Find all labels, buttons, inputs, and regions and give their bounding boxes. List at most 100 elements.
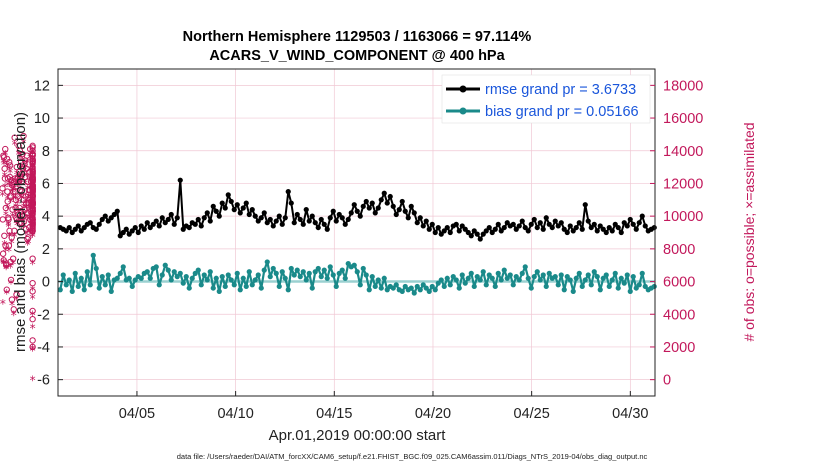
possible-obs-marker (0, 154, 8, 161)
bias-point (222, 283, 228, 290)
bias-point (612, 270, 618, 276)
bias-point (165, 267, 171, 273)
possible-obs-marker (29, 315, 36, 323)
x-tick-label: 04/15 (316, 406, 352, 422)
rmse-point (414, 220, 420, 226)
bias-point (519, 270, 525, 276)
bias-point (102, 282, 108, 288)
rmse-point (117, 233, 123, 239)
bias-point (318, 274, 324, 280)
assimilated-obs-marker: * (20, 215, 26, 229)
assimilated-obs-marker: * (14, 168, 20, 182)
rmse-point (441, 228, 447, 234)
bias-point (273, 270, 279, 276)
bias-point (192, 270, 198, 276)
bias-point (642, 283, 648, 290)
rmse-point (228, 198, 234, 205)
rmse-point (516, 223, 522, 229)
rmse-point (327, 215, 333, 221)
assimilated-obs-marker: * (30, 191, 36, 205)
bias-point (378, 285, 384, 291)
rmse-point (564, 229, 570, 236)
assimilated-obs-marker: * (10, 184, 16, 198)
bias-point (456, 285, 462, 291)
rmse-point (384, 200, 390, 206)
rmse-point (273, 218, 279, 224)
assimilated-obs-marker: * (8, 181, 14, 195)
bias-point (276, 283, 282, 290)
rmse-point (162, 220, 168, 226)
assimilated-obs-marker: * (30, 212, 36, 226)
assimilated-obs-marker: * (0, 297, 6, 311)
rmse-point (210, 203, 216, 209)
assimilated-obs-marker: * (30, 218, 36, 232)
bias-point (495, 270, 501, 276)
y-tick-label: 2 (42, 242, 50, 258)
bias-point (477, 277, 483, 283)
bias-point (87, 282, 93, 288)
bias-point (147, 275, 153, 281)
rmse-point (447, 229, 453, 236)
bias-point (639, 270, 645, 276)
rmse-point (453, 221, 459, 227)
possible-obs-marker (12, 196, 20, 204)
bias-point (561, 287, 567, 293)
rmse-point (135, 229, 141, 236)
possible-obs-marker (20, 217, 28, 225)
bias-point (408, 285, 414, 291)
rmse-point (537, 220, 543, 226)
y-axis-label: rmse and bias (model - observation) (12, 112, 29, 352)
assimilated-obs-marker: * (23, 228, 29, 242)
bias-point (453, 277, 459, 283)
rmse-point (594, 228, 600, 234)
bias-point (129, 283, 135, 290)
y-tick-label: 0 (42, 275, 50, 291)
assimilated-obs-marker: * (30, 171, 36, 185)
assimilated-obs-marker: * (30, 292, 36, 306)
rmse-point (360, 203, 366, 209)
bias-point (327, 264, 333, 270)
bias-point (333, 283, 339, 290)
possible-obs-marker (10, 188, 17, 195)
rmse-series (57, 177, 657, 242)
bias-point (534, 269, 540, 275)
rmse-point (540, 226, 546, 232)
rmse-point (525, 228, 531, 234)
assimilated-obs-marker: * (11, 182, 17, 196)
y-tick-label: -6 (37, 373, 50, 389)
bias-point (75, 283, 81, 290)
bias-point (597, 287, 603, 293)
rmse-point (93, 226, 99, 232)
assimilated-obs-marker: * (27, 173, 33, 187)
rmse-point (267, 216, 273, 223)
bias-point (69, 288, 75, 294)
rmse-point (195, 216, 201, 223)
rmse-point (294, 211, 300, 218)
rmse-point (348, 210, 354, 216)
assimilated-obs-marker: * (30, 258, 36, 272)
assimilated-obs-marker: * (30, 218, 36, 232)
bias-point (336, 270, 342, 276)
rmse-point (330, 208, 336, 214)
rmse-point (357, 213, 363, 219)
possible-obs-marker (17, 173, 24, 181)
bias-point (114, 275, 120, 281)
possible-obs-marker (14, 193, 21, 200)
rmse-point (138, 223, 144, 229)
assimilated-obs-marker: * (7, 177, 13, 191)
assimilated-obs-marker: * (7, 230, 13, 244)
bias-point (342, 275, 348, 281)
rmse-point (192, 221, 198, 227)
possible-obs-marker (29, 208, 36, 215)
assimilated-obs-marker: * (30, 181, 36, 195)
assimilated-obs-marker: * (9, 298, 15, 312)
rmse-point (237, 210, 243, 216)
bias-point (585, 272, 591, 278)
bias-point (207, 269, 213, 275)
bias-point (210, 285, 216, 291)
rmse-point (387, 193, 393, 200)
rmse-point (129, 228, 135, 234)
possible-obs-marker (7, 193, 14, 200)
possible-obs-marker (29, 188, 36, 195)
